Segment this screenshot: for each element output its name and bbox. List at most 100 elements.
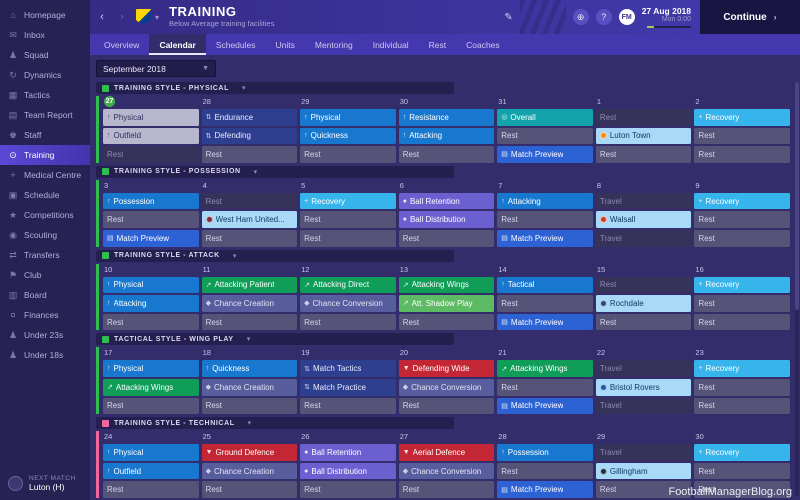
sidebar-item-staff[interactable]: ♚ Staff — [0, 125, 90, 145]
sidebar-item-dynamics[interactable]: ↻ Dynamics — [0, 65, 90, 85]
session-cell[interactable]: + Recovery — [694, 444, 790, 461]
session-cell[interactable]: Rest — [201, 397, 298, 415]
session-cell[interactable]: Rest — [201, 146, 298, 163]
session-cell[interactable]: ▼ Defending Wide — [398, 360, 495, 377]
session-cell[interactable]: Rest — [201, 481, 298, 498]
sidebar-item-competitions[interactable]: ★ Competitions — [0, 205, 90, 225]
session-cell[interactable]: Rest — [398, 229, 495, 247]
club-crest[interactable] — [136, 8, 151, 26]
session-cell[interactable]: ⇅ Defending — [201, 127, 298, 145]
fixture-cell[interactable]: Luton Town — [595, 127, 692, 145]
scrollbar[interactable] — [795, 82, 799, 496]
session-cell[interactable]: Rest — [103, 313, 199, 331]
session-cell[interactable]: Travel — [595, 192, 692, 210]
session-cell[interactable]: ↑ Physical — [103, 360, 199, 377]
next-match[interactable]: NEXT MATCH Luton (H) — [0, 469, 90, 500]
session-cell[interactable]: + Recovery — [694, 192, 790, 210]
session-cell[interactable]: Rest — [694, 146, 790, 163]
session-cell[interactable]: Rest — [398, 397, 495, 415]
session-cell[interactable]: ↗ Attacking Direct — [300, 276, 396, 294]
session-cell[interactable]: ↗ Attacking Wings — [497, 360, 593, 377]
tab-mentoring[interactable]: Mentoring — [314, 39, 353, 50]
help-icon[interactable]: ? — [595, 9, 612, 25]
session-cell[interactable]: ↑ Resistance — [398, 109, 495, 126]
sidebar-item-homepage[interactable]: ⌂ Homepage — [0, 5, 90, 25]
session-cell[interactable]: Travel — [595, 444, 692, 461]
session-cell[interactable]: ⇅ Endurance — [201, 109, 298, 126]
session-cell[interactable]: ◆ Chance Conversion — [398, 378, 495, 396]
sidebar-item-club[interactable]: ⚑ Club — [0, 265, 90, 285]
section-header[interactable]: TRAINING STYLE - TECHNICAL ▾ — [96, 417, 454, 430]
back-icon[interactable]: ‹ — [100, 11, 104, 23]
fixture-cell[interactable]: Bristol Rovers — [595, 378, 692, 396]
month-select[interactable]: September 2018 ▼ — [96, 60, 216, 77]
session-cell[interactable]: ↑ Physical — [103, 109, 199, 126]
tab-coaches[interactable]: Coaches — [466, 39, 500, 50]
section-header[interactable]: TRAINING STYLE - ATTACK ▾ — [96, 249, 454, 262]
continue-button[interactable]: Continue › — [700, 0, 800, 34]
session-cell[interactable]: Rest — [497, 462, 593, 480]
session-cell[interactable]: Travel — [595, 360, 692, 377]
section-header[interactable]: TRAINING STYLE - PHYSICAL ▾ — [96, 82, 454, 94]
tab-overview[interactable]: Overview — [104, 39, 140, 50]
session-cell[interactable]: Rest — [300, 229, 396, 247]
session-cell[interactable]: Rest — [694, 481, 790, 498]
session-cell[interactable]: ↗ Attacking Patient — [201, 276, 298, 294]
sidebar-item-under-23s[interactable]: ♟ Under 23s — [0, 325, 90, 345]
sidebar-item-medical-centre[interactable]: + Medical Centre — [0, 165, 90, 185]
session-cell[interactable]: + Recovery — [694, 360, 790, 377]
session-cell[interactable]: Rest — [398, 146, 495, 163]
session-cell[interactable]: Rest — [201, 192, 298, 210]
sidebar-item-under-18s[interactable]: ♟ Under 18s — [0, 345, 90, 365]
session-cell[interactable]: Rest — [398, 313, 495, 331]
session-cell[interactable]: + Recovery — [694, 109, 790, 126]
match-preview-cell[interactable]: ▤ Match Preview — [103, 229, 199, 247]
session-cell[interactable]: ◎ Overall — [497, 109, 593, 126]
session-cell[interactable]: ◆ Chance Creation — [201, 295, 298, 312]
session-cell[interactable]: ↑ Outfield — [103, 127, 199, 145]
session-cell[interactable]: ↑ Physical — [300, 109, 396, 126]
session-cell[interactable]: ↗ Attacking Wings — [398, 276, 495, 294]
session-cell[interactable]: Rest — [103, 211, 199, 228]
session-cell[interactable]: ↑ Possession — [497, 444, 593, 461]
match-preview-cell[interactable]: ▤ Match Preview — [497, 229, 593, 247]
session-cell[interactable]: Rest — [694, 229, 790, 247]
session-cell[interactable]: Travel — [595, 397, 692, 415]
session-cell[interactable]: Rest — [103, 481, 199, 498]
session-cell[interactable]: ● Ball Distribution — [398, 211, 495, 228]
session-cell[interactable]: Rest — [300, 146, 396, 163]
session-cell[interactable]: Rest — [300, 397, 396, 415]
session-cell[interactable]: ↑ Outfield — [103, 462, 199, 480]
session-cell[interactable]: Rest — [300, 211, 396, 228]
session-cell[interactable]: ▼ Aerial Defence — [398, 444, 495, 461]
session-cell[interactable]: ↑ Physical — [103, 444, 199, 461]
tab-units[interactable]: Units — [275, 39, 295, 50]
session-cell[interactable]: Rest — [595, 481, 692, 498]
session-cell[interactable]: ↑ Attacking — [103, 295, 199, 312]
session-cell[interactable]: ↑ Attacking — [398, 127, 495, 145]
session-cell[interactable]: Rest — [398, 481, 495, 498]
match-preview-cell[interactable]: ▤ Match Preview — [497, 481, 593, 498]
session-cell[interactable]: ◆ Chance Creation — [201, 462, 298, 480]
session-cell[interactable]: + Recovery — [300, 192, 396, 210]
session-cell[interactable]: ● Ball Retention — [398, 192, 495, 210]
session-cell[interactable]: Rest — [595, 109, 692, 126]
session-cell[interactable]: Rest — [694, 397, 790, 415]
session-cell[interactable]: ● Ball Retention — [300, 444, 396, 461]
session-cell[interactable]: Rest — [595, 146, 692, 163]
session-cell[interactable]: Rest — [300, 481, 396, 498]
sidebar-item-transfers[interactable]: ⇄ Transfers — [0, 245, 90, 265]
session-cell[interactable]: ↑ Tactical — [497, 276, 593, 294]
tab-rest[interactable]: Rest — [428, 39, 447, 50]
sidebar-item-squad[interactable]: ♟ Squad — [0, 45, 90, 65]
session-cell[interactable]: ↗ Att. Shadow Play — [398, 295, 495, 312]
match-preview-cell[interactable]: ▤ Match Preview — [497, 146, 593, 163]
fixture-cell[interactable]: Walsall — [595, 211, 692, 228]
session-cell[interactable]: ◆ Chance Conversion — [300, 295, 396, 312]
sidebar-item-board[interactable]: ▥ Board — [0, 285, 90, 305]
sidebar-item-training[interactable]: ⊙ Training — [0, 145, 90, 165]
session-cell[interactable]: ◆ Chance Conversion — [398, 462, 495, 480]
session-cell[interactable]: ↑ Quickness — [300, 127, 396, 145]
session-cell[interactable]: Travel — [595, 229, 692, 247]
session-cell[interactable]: ⇅ Match Practice — [300, 378, 396, 396]
